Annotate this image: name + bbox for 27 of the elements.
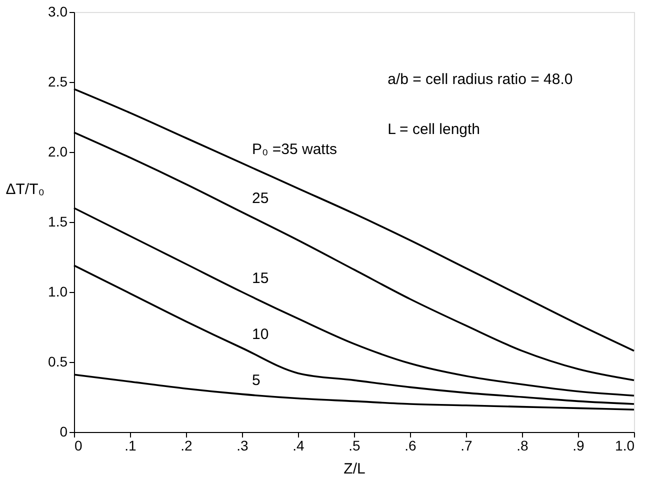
series-label: 10	[252, 326, 269, 343]
annotation: L = cell length	[388, 121, 480, 138]
series-label: 25	[252, 190, 269, 208]
y-tick-label: 1.5	[48, 214, 68, 230]
x-tick-label: .6	[404, 438, 417, 454]
x-axis-title: Z/L	[344, 460, 366, 478]
x-tick-label: .4	[292, 438, 305, 454]
y-axis-title: ΔT/T₀	[6, 180, 44, 198]
series-label: P₀ =35 watts	[252, 141, 338, 158]
x-tick-label: .1	[124, 438, 137, 454]
x-tick-label: 0	[74, 438, 82, 454]
x-tick-label: 1.0	[615, 438, 635, 454]
y-tick-label: 0	[60, 424, 68, 440]
x-tick-label: .3	[236, 438, 249, 454]
x-tick-label: .5	[348, 438, 361, 454]
y-tick-label: 2.5	[48, 74, 68, 90]
x-tick-label: .9	[572, 438, 585, 454]
x-tick-label: .7	[460, 438, 473, 454]
series-label: 5	[252, 372, 260, 390]
x-tick-label: .8	[516, 438, 529, 454]
y-tick-label: 2.0	[48, 144, 68, 160]
series-label: 15	[252, 270, 269, 287]
y-tick-label: 3.0	[48, 4, 68, 20]
x-tick-label: .2	[180, 438, 193, 454]
y-tick-label: 1.0	[48, 284, 68, 300]
y-tick-label: 0.5	[48, 354, 68, 370]
annotation: a/b = cell radius ratio = 48.0	[388, 71, 573, 88]
